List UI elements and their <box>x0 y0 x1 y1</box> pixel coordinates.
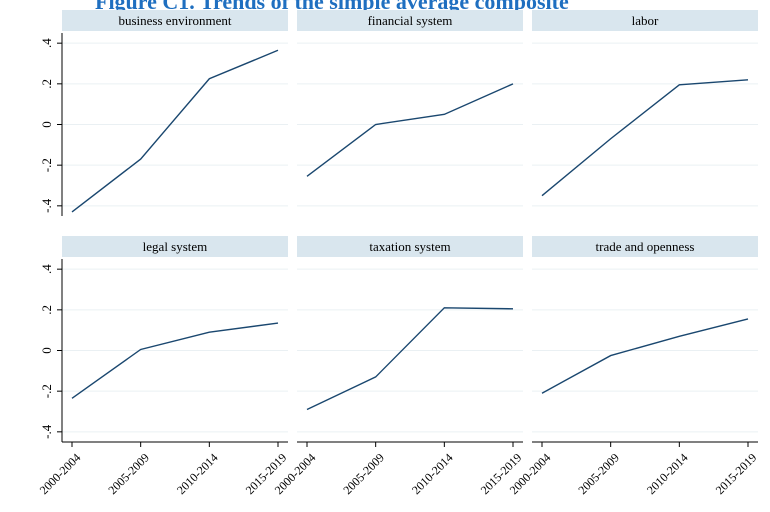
data-line <box>71 322 279 399</box>
x-tick-label: 2005-2009 <box>105 450 152 497</box>
x-tick-label: 2005-2009 <box>575 450 622 497</box>
panel-title: business environment <box>118 13 231 28</box>
x-tick-label: 2000-2004 <box>37 450 84 497</box>
y-tick-label: .2 <box>39 79 54 89</box>
x-tick-label: 2010-2014 <box>409 450 456 497</box>
y-tick-label: .2 <box>39 305 54 315</box>
y-tick-label: -.2 <box>39 384 54 398</box>
panel-header <box>62 10 288 31</box>
panel-header <box>532 10 758 31</box>
y-tick-label: .4 <box>39 38 54 48</box>
y-tick-label: .4 <box>39 264 54 274</box>
panel-header <box>297 236 523 257</box>
y-tick-label: -.4 <box>39 198 54 213</box>
y-tick-label: -.2 <box>39 158 54 172</box>
x-tick-label: 2010-2014 <box>174 450 221 497</box>
panel-title: legal system <box>143 239 208 254</box>
y-tick-label: 0 <box>39 347 54 354</box>
x-tick-label: 2010-2014 <box>644 450 691 497</box>
data-line <box>306 83 514 177</box>
panel-header <box>297 10 523 31</box>
x-tick-label: 2005-2009 <box>340 450 387 497</box>
panel-title: financial system <box>368 13 453 28</box>
y-tick-label: 0 <box>39 121 54 128</box>
panel-header <box>532 236 758 257</box>
data-line <box>541 318 749 394</box>
panel-header <box>62 236 288 257</box>
panel-title: taxation system <box>369 239 450 254</box>
data-line <box>541 79 749 197</box>
y-tick-label: -.4 <box>39 424 54 439</box>
panel-title: labor <box>632 13 659 28</box>
data-line <box>71 49 279 213</box>
panel-title: trade and openness <box>596 239 695 254</box>
x-tick-label: 2015-2019 <box>713 450 760 497</box>
data-line <box>306 307 514 411</box>
